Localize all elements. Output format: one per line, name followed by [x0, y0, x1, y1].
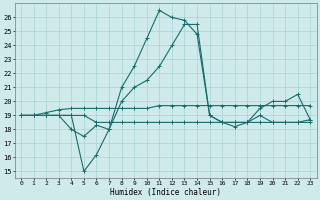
X-axis label: Humidex (Indice chaleur): Humidex (Indice chaleur): [110, 188, 221, 197]
